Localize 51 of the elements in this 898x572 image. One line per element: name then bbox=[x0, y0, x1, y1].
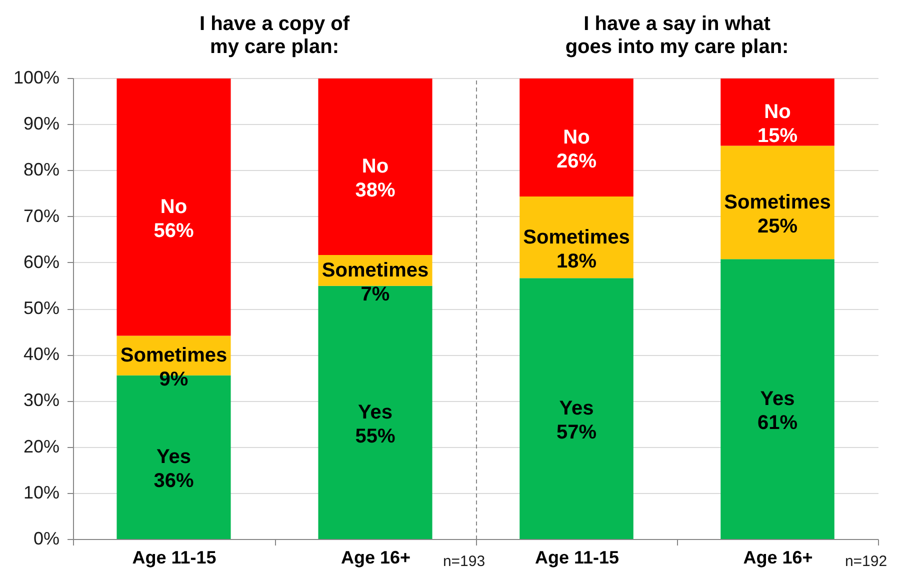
chart-title: I have a say in what goes into my care plan: bbox=[565, 13, 789, 58]
text: n=193 bbox=[442, 553, 486, 570]
data-label: 61% bbox=[757, 412, 798, 434]
text: Yes bbox=[760, 388, 795, 410]
x-tick-label: Age 16+ bbox=[340, 548, 411, 568]
bar bbox=[720, 146, 834, 260]
bar bbox=[720, 259, 834, 539]
text: No bbox=[563, 126, 590, 148]
series-label: No bbox=[160, 196, 188, 218]
y-tick-label: 20% bbox=[23, 436, 60, 456]
data-label: 9% bbox=[159, 368, 188, 391]
bar bbox=[520, 278, 634, 539]
data-label: 55% bbox=[355, 425, 396, 448]
y-tick-label: 10% bbox=[23, 482, 60, 502]
data-label: 25% bbox=[757, 215, 798, 238]
data-label: 38% bbox=[355, 180, 396, 202]
y-tick-label: 0% bbox=[33, 528, 60, 548]
series-label: Yes bbox=[559, 398, 594, 420]
bar bbox=[720, 78, 834, 146]
x-tick-label: Age 11-15 bbox=[132, 548, 216, 568]
y-tick-label: 40% bbox=[23, 344, 60, 364]
y-tick-label: 60% bbox=[23, 252, 60, 272]
bar bbox=[520, 78, 634, 196]
y-tick-label: 70% bbox=[23, 206, 60, 226]
y-tick-label: 100% bbox=[13, 68, 60, 88]
bar bbox=[318, 78, 432, 256]
bar bbox=[318, 286, 432, 539]
x-tick-label: Age 16+ bbox=[743, 548, 813, 568]
series-label: Sometimes bbox=[523, 226, 630, 248]
y-tick-label: 80% bbox=[23, 160, 60, 180]
data-label: 57% bbox=[556, 422, 597, 444]
data-label: 15% bbox=[757, 125, 798, 148]
y-tick-label: 30% bbox=[23, 390, 60, 410]
x-tick-label: Age 11-15 bbox=[534, 548, 620, 568]
text: Sometimes bbox=[120, 344, 228, 367]
y-tick-label: 90% bbox=[23, 114, 60, 134]
series-label: Sometimes bbox=[322, 259, 429, 282]
data-label: 26% bbox=[556, 150, 597, 172]
text: Sometimes bbox=[724, 191, 831, 214]
data-label: 56% bbox=[154, 220, 194, 242]
text: No bbox=[362, 156, 389, 178]
text: Yes bbox=[156, 446, 191, 468]
data-label: 7% bbox=[360, 283, 390, 306]
chart-title: I have a copy of my care plan: bbox=[199, 13, 350, 58]
data-label: 18% bbox=[556, 250, 597, 272]
data-label: 36% bbox=[154, 470, 194, 492]
series-label: Yes bbox=[358, 401, 392, 424]
series-label: No bbox=[764, 101, 791, 124]
y-tick-label: 50% bbox=[23, 298, 60, 318]
text: n=192 bbox=[844, 553, 888, 570]
bar bbox=[116, 78, 231, 336]
